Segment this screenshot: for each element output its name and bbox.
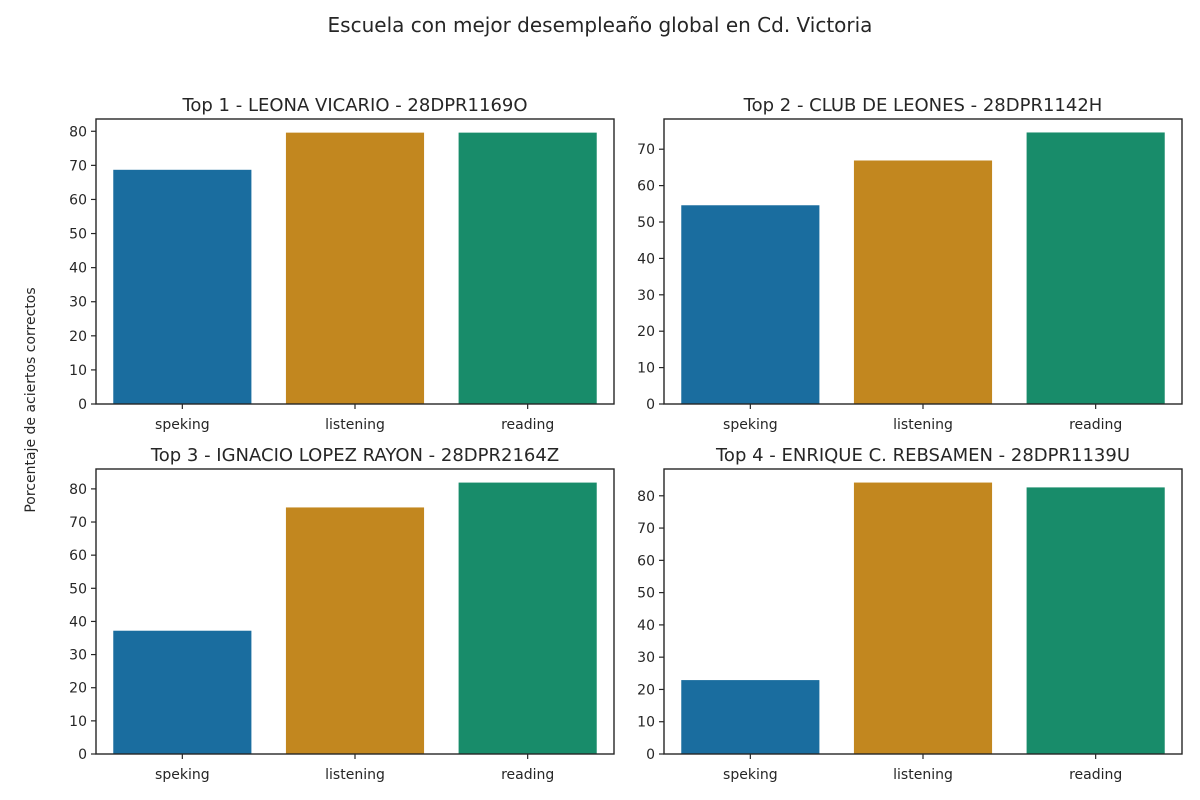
bar-listening — [853, 160, 993, 404]
y-tick-label: 60 — [637, 553, 655, 569]
y-tick-label: 10 — [69, 363, 87, 379]
x-tick-label-speking: speking — [723, 417, 778, 433]
y-tick-label: 40 — [69, 614, 87, 630]
y-tick-label: 70 — [69, 515, 87, 531]
y-tick-label: 50 — [69, 227, 87, 243]
bar-speking — [681, 205, 820, 404]
y-tick-label: 20 — [69, 681, 87, 697]
axes-frame — [663, 118, 1183, 405]
bar-speking — [113, 169, 252, 404]
panel-title: Top 4 - ENRIQUE C. REBSAMEN - 28DPR1139U — [715, 445, 1130, 466]
y-tick-label: 80 — [637, 489, 655, 505]
x-tick-label-listening: listening — [325, 767, 385, 783]
chart-panel-2: Top 2 - CLUB DE LEONES - 28DPR1142H 0 10 20… — [637, 95, 1183, 433]
y-tick-label: 40 — [637, 251, 655, 267]
x-tick-label-reading: reading — [1069, 417, 1122, 433]
y-tick-label: 60 — [637, 179, 655, 195]
y-tick-label: 40 — [69, 261, 87, 277]
y-tick-label: 10 — [637, 715, 655, 731]
y-tick-label: 70 — [637, 521, 655, 537]
axes-frame — [663, 468, 1183, 755]
chart-panel-1: Top 1 - LEONA VICARIO - 28DPR1169O 0 10 20 3… — [69, 95, 615, 433]
bar-speking — [113, 630, 252, 754]
axes-frame — [95, 118, 615, 405]
figure-ylabel: Porcentaje de aciertos correctos — [23, 287, 39, 512]
bar-listening — [285, 132, 425, 405]
y-tick-label: 50 — [637, 215, 655, 231]
bar-reading — [1026, 132, 1165, 404]
y-tick-label: 20 — [637, 324, 655, 340]
y-tick-label: 30 — [69, 648, 87, 664]
y-tick-label: 0 — [78, 747, 87, 763]
y-tick-label: 80 — [69, 124, 87, 140]
y-tick-label: 40 — [637, 618, 655, 634]
chart-panel-4: Top 4 - ENRIQUE C. REBSAMEN - 28DPR1139U… — [637, 445, 1183, 783]
figure-suptitle: Escuela con mejor desempleaño global en … — [328, 13, 873, 37]
y-tick-label: 30 — [637, 650, 655, 666]
x-tick-label-listening: listening — [893, 417, 953, 433]
y-tick-label: 30 — [69, 295, 87, 311]
x-tick-label-listening: listening — [893, 767, 953, 783]
x-tick-label-speking: speking — [723, 767, 778, 783]
y-tick-label: 60 — [69, 192, 87, 208]
y-tick-label: 10 — [69, 714, 87, 730]
y-tick-label: 20 — [637, 682, 655, 698]
bar-listening — [853, 482, 993, 754]
x-tick-label-listening: listening — [325, 417, 385, 433]
panel-title: Top 2 - CLUB DE LEONES - 28DPR1142H — [743, 95, 1103, 116]
panel-title: Top 3 - IGNACIO LOPEZ RAYON - 28DPR2164Z — [150, 445, 559, 466]
y-tick-label: 50 — [69, 581, 87, 597]
y-tick-label: 50 — [637, 586, 655, 602]
bar-reading — [458, 132, 597, 405]
chart-panels: Top 1 - LEONA VICARIO - 28DPR1169O 0 10 20 3… — [69, 95, 1183, 783]
y-tick-label: 0 — [646, 397, 655, 413]
panel-title: Top 1 - LEONA VICARIO - 28DPR1169O — [181, 95, 527, 116]
y-tick-label: 80 — [69, 482, 87, 498]
y-tick-label: 0 — [78, 397, 87, 413]
y-tick-label: 20 — [69, 329, 87, 345]
x-tick-label-reading: reading — [501, 417, 554, 433]
bar-reading — [458, 482, 597, 754]
y-tick-label: 30 — [637, 288, 655, 304]
x-tick-label-reading: reading — [1069, 767, 1122, 783]
y-tick-label: 10 — [637, 361, 655, 377]
y-tick-label: 70 — [637, 142, 655, 158]
y-tick-label: 0 — [646, 747, 655, 763]
x-tick-label-speking: speking — [155, 417, 210, 433]
chart-panel-3: Top 3 - IGNACIO LOPEZ RAYON - 28DPR2164Z… — [69, 445, 615, 783]
x-tick-label-speking: speking — [155, 767, 210, 783]
y-tick-label: 60 — [69, 548, 87, 564]
bar-speking — [681, 680, 820, 754]
bar-listening — [285, 507, 425, 754]
axes-frame — [95, 468, 615, 755]
y-tick-label: 70 — [69, 158, 87, 174]
x-tick-label-reading: reading — [501, 767, 554, 783]
bar-reading — [1026, 487, 1165, 754]
